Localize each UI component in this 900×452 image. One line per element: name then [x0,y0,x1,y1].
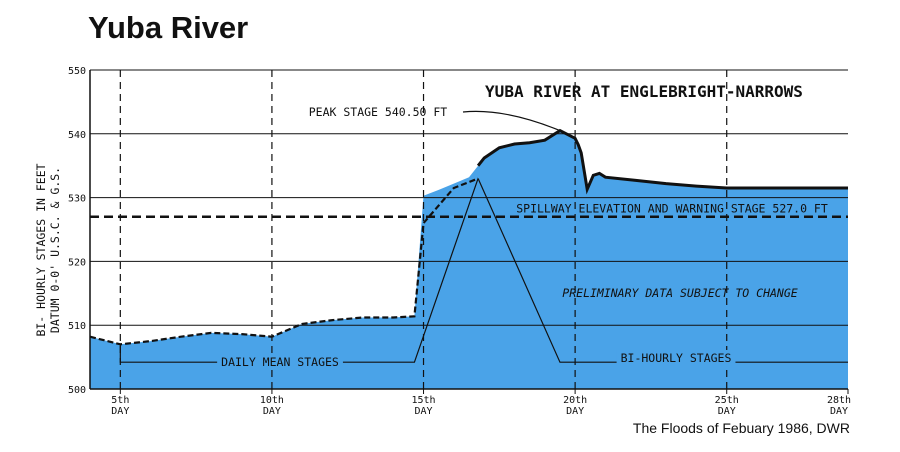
bi-hourly-line [476,128,848,195]
x-tick-label: DAY [566,406,584,417]
x-tick-label: 15th [411,395,435,406]
y-axis-label: BI- HOURLY STAGES IN FEET [34,163,48,336]
source-note: The Floods of Febuary 1986, DWR [632,420,850,436]
text-layer: 5005105205305405505thDAY10thDAY15thDAY20… [34,66,851,417]
y-tick-label: 520 [68,257,86,268]
label-background [616,350,736,366]
series-layer [89,110,848,363]
y-tick-label: 510 [68,321,86,332]
y-tick-label: 550 [68,66,86,77]
area-layer [90,130,848,389]
y-tick-label: 530 [68,194,86,205]
y-tick-label: 500 [68,385,86,396]
x-tick-label: DAY [830,406,848,417]
daily-mean-line [89,177,479,346]
chart-title: YUBA RIVER AT ENGLEBRIGHT-NARROWS [485,82,803,101]
bi-hourly-leader [477,178,848,363]
y-axis-label: DATUM 0-0' U.S.C. & G.S. [48,167,62,333]
label-background [217,354,343,370]
x-tick-label: DAY [718,406,736,417]
x-tick-label: 25th [715,395,739,406]
peak-leader [462,110,561,132]
spillway-label: SPILLWAY ELEVATION AND WARNING STAGE 527… [516,202,828,216]
daily-mean-label: DAILY MEAN STAGES [221,355,339,369]
peak-label: PEAK STAGE 540.50 FT [309,105,448,119]
stage-area [90,130,848,389]
x-tick-label: 28th [827,395,851,406]
x-tick-label: DAY [111,406,129,417]
x-tick-label: 5th [111,395,129,406]
bi-hourly-label: BI-HOURLY STAGES [621,351,732,365]
x-tick-label: 10th [260,395,284,406]
x-tick-label: DAY [414,406,432,417]
preliminary-note: PRELIMINARY DATA SUBJECT TO CHANGE [562,286,797,300]
x-tick-label: 20th [563,395,587,406]
x-tick-label: DAY [263,406,281,417]
page-title: Yuba River [88,10,249,45]
y-tick-label: 540 [68,130,86,141]
